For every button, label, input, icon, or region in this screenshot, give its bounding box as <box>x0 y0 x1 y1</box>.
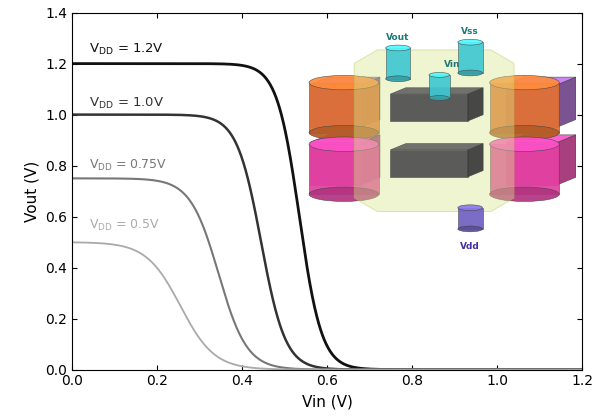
Ellipse shape <box>458 70 482 76</box>
Polygon shape <box>506 77 576 84</box>
Ellipse shape <box>309 126 379 140</box>
Polygon shape <box>506 142 558 185</box>
Polygon shape <box>390 150 467 177</box>
Polygon shape <box>458 42 482 73</box>
Text: $\mathrm{V_{DD}}$ = 1.2V: $\mathrm{V_{DD}}$ = 1.2V <box>89 42 164 57</box>
Polygon shape <box>310 84 362 127</box>
Text: $\mathrm{V_{DD}}$ = 1.0V: $\mathrm{V_{DD}}$ = 1.0V <box>89 96 164 111</box>
Ellipse shape <box>309 187 379 202</box>
Polygon shape <box>490 144 559 194</box>
Polygon shape <box>309 144 379 194</box>
X-axis label: Vin (V): Vin (V) <box>302 394 352 409</box>
Polygon shape <box>386 48 410 79</box>
Text: Vdd: Vdd <box>460 242 480 252</box>
Ellipse shape <box>458 226 482 232</box>
Polygon shape <box>310 77 380 84</box>
Polygon shape <box>429 75 449 98</box>
Ellipse shape <box>309 75 379 90</box>
Polygon shape <box>467 144 483 177</box>
Polygon shape <box>390 144 483 150</box>
Polygon shape <box>362 77 380 127</box>
Ellipse shape <box>490 75 559 90</box>
Polygon shape <box>506 135 576 142</box>
Ellipse shape <box>386 45 410 51</box>
Polygon shape <box>354 50 514 212</box>
Polygon shape <box>558 135 576 185</box>
Polygon shape <box>362 135 380 185</box>
Polygon shape <box>558 77 576 127</box>
Ellipse shape <box>386 76 410 81</box>
Polygon shape <box>309 83 379 133</box>
Polygon shape <box>310 142 362 185</box>
Polygon shape <box>390 88 483 94</box>
Polygon shape <box>390 94 467 121</box>
Polygon shape <box>458 208 482 229</box>
Ellipse shape <box>490 126 559 140</box>
Ellipse shape <box>490 137 559 152</box>
Text: Vin: Vin <box>444 60 460 69</box>
Ellipse shape <box>458 39 482 45</box>
Ellipse shape <box>309 137 379 152</box>
Text: Vss: Vss <box>461 27 479 37</box>
Polygon shape <box>490 83 559 133</box>
Ellipse shape <box>429 73 449 77</box>
Polygon shape <box>506 84 558 127</box>
Text: $\mathrm{V_{DD}}$ = 0.5V: $\mathrm{V_{DD}}$ = 0.5V <box>89 218 160 233</box>
Text: $\mathrm{V_{DD}}$ = 0.75V: $\mathrm{V_{DD}}$ = 0.75V <box>89 158 167 173</box>
Polygon shape <box>467 88 483 121</box>
Text: Vout: Vout <box>386 33 410 42</box>
Y-axis label: Vout (V): Vout (V) <box>25 160 40 222</box>
Ellipse shape <box>490 187 559 202</box>
Ellipse shape <box>429 96 449 100</box>
Ellipse shape <box>458 205 482 210</box>
Polygon shape <box>310 135 380 142</box>
